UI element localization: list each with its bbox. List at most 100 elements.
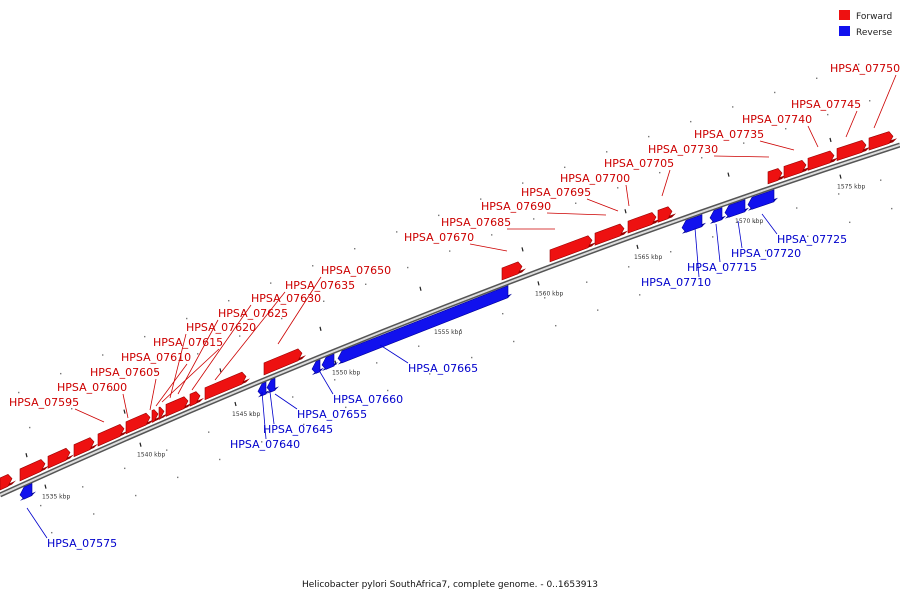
reverse-leader-line xyxy=(269,391,275,425)
forward-gene[interactable] xyxy=(19,459,46,482)
reverse-gene-label[interactable]: HPSA_07665 xyxy=(408,362,478,375)
forward-gene[interactable] xyxy=(0,473,13,491)
reverse-gene[interactable] xyxy=(709,207,723,223)
forward-gene[interactable] xyxy=(158,406,165,420)
forward-gene[interactable] xyxy=(594,223,625,246)
forward-gene-label[interactable]: HPSA_07650 xyxy=(321,264,391,277)
forward-gene-label[interactable]: HPSA_07630 xyxy=(251,292,321,305)
tick-mark xyxy=(319,326,322,331)
forward-gene-label[interactable]: HPSA_07625 xyxy=(218,307,288,320)
reverse-gene[interactable] xyxy=(337,285,509,364)
guide-dot xyxy=(880,179,882,181)
tick-label: 1565 kbp xyxy=(634,254,662,261)
guide-dot xyxy=(723,264,725,266)
guide-dot xyxy=(838,193,840,195)
forward-gene-label[interactable]: HPSA_07615 xyxy=(153,336,223,349)
reverse-leader-line xyxy=(737,220,743,249)
tick-mark xyxy=(139,442,142,447)
reverse-gene-label[interactable]: HPSA_07710 xyxy=(641,276,711,289)
forward-leader-line xyxy=(469,243,508,252)
reverse-leader-line xyxy=(761,213,778,235)
guide-dot xyxy=(628,266,630,268)
forward-gene-label[interactable]: HPSA_07735 xyxy=(694,128,764,141)
guide-dot xyxy=(754,221,756,224)
forward-gene-label[interactable]: HPSA_07695 xyxy=(521,186,591,199)
guide-dot xyxy=(522,182,524,184)
forward-gene-label[interactable]: HPSA_07685 xyxy=(441,216,511,229)
reverse-gene[interactable] xyxy=(321,353,335,370)
forward-gene-label[interactable]: HPSA_07620 xyxy=(186,321,256,334)
reverse-leader-line xyxy=(26,507,48,539)
reverse-gene-label[interactable]: HPSA_07655 xyxy=(297,408,367,421)
forward-gene-label[interactable]: HPSA_07595 xyxy=(9,396,79,409)
reverse-gene[interactable] xyxy=(724,199,746,218)
forward-gene-label[interactable]: HPSA_07740 xyxy=(742,113,812,126)
forward-leader-line xyxy=(713,155,770,158)
tick-label: 1545 kbp xyxy=(232,411,260,418)
forward-gene-label[interactable]: HPSA_07750 xyxy=(830,62,900,75)
forward-gene[interactable] xyxy=(97,424,125,447)
forward-gene-label[interactable]: HPSA_07745 xyxy=(791,98,861,111)
forward-gene[interactable] xyxy=(627,212,657,234)
reverse-gene-label[interactable]: HPSA_07640 xyxy=(230,438,300,451)
reverse-gene-label[interactable]: HPSA_07725 xyxy=(777,233,847,246)
forward-gene[interactable] xyxy=(73,437,95,458)
forward-gene[interactable] xyxy=(189,391,201,407)
guide-dot xyxy=(796,207,798,209)
reverse-gene-label[interactable]: HPSA_07720 xyxy=(731,247,801,260)
guide-dot xyxy=(18,391,20,394)
forward-gene-label[interactable]: HPSA_07600 xyxy=(57,381,127,394)
guide-dot xyxy=(365,283,367,285)
forward-gene[interactable] xyxy=(836,140,867,162)
guide-dot xyxy=(544,297,546,299)
guide-dot xyxy=(124,467,126,470)
guide-dot xyxy=(858,63,860,66)
reverse-gene-label[interactable]: HPSA_07575 xyxy=(47,537,117,550)
forward-gene[interactable] xyxy=(165,396,189,417)
reverse-gene-label[interactable]: HPSA_07715 xyxy=(687,261,757,274)
guide-dot xyxy=(617,187,619,189)
forward-gene-label[interactable]: HPSA_07635 xyxy=(285,279,355,292)
forward-gene-label[interactable]: HPSA_07690 xyxy=(481,200,551,213)
guide-dot xyxy=(774,91,776,94)
tick-label: 1540 kbp xyxy=(137,452,165,459)
forward-gene-label[interactable]: HPSA_07700 xyxy=(560,172,630,185)
guide-dot xyxy=(827,113,829,116)
guide-dot xyxy=(303,423,305,426)
reverse-gene[interactable] xyxy=(266,377,276,393)
forward-gene[interactable] xyxy=(868,131,894,151)
forward-gene-label[interactable]: HPSA_07610 xyxy=(121,351,191,364)
forward-gene[interactable] xyxy=(47,447,71,469)
forward-gene[interactable] xyxy=(125,412,151,435)
forward-gene[interactable] xyxy=(151,409,159,423)
forward-gene[interactable] xyxy=(263,348,303,376)
forward-gene[interactable] xyxy=(657,206,673,223)
forward-gene[interactable] xyxy=(767,168,783,185)
tick-label: 1570 kbp xyxy=(735,218,763,225)
guide-dot xyxy=(177,476,179,479)
reverse-gene[interactable] xyxy=(681,214,703,233)
reverse-gene[interactable] xyxy=(19,483,33,500)
legend-reverse-swatch xyxy=(839,26,850,36)
tick-mark xyxy=(537,281,540,286)
reverse-gene-label[interactable]: HPSA_07660 xyxy=(333,393,403,406)
forward-gene-label[interactable]: HPSA_07670 xyxy=(404,231,474,244)
forward-gene[interactable] xyxy=(807,150,835,171)
forward-gene-label[interactable]: HPSA_07705 xyxy=(604,157,674,170)
reverse-leader-line xyxy=(715,223,721,263)
forward-gene[interactable] xyxy=(501,261,523,281)
guide-dot xyxy=(261,441,263,443)
reverse-gene[interactable] xyxy=(747,189,775,210)
tick-mark xyxy=(25,453,28,458)
reverse-gene[interactable] xyxy=(311,359,321,374)
guide-dot xyxy=(816,77,818,79)
forward-gene[interactable] xyxy=(783,159,807,179)
forward-gene[interactable] xyxy=(204,371,247,401)
reverse-gene-label[interactable]: HPSA_07645 xyxy=(263,423,333,436)
forward-gene-label[interactable]: HPSA_07730 xyxy=(648,143,718,156)
forward-gene-label[interactable]: HPSA_07605 xyxy=(90,366,160,379)
guide-dot xyxy=(555,324,557,327)
reverse-gene[interactable] xyxy=(257,381,267,397)
forward-gene[interactable] xyxy=(549,235,593,263)
tick-mark xyxy=(521,247,524,252)
